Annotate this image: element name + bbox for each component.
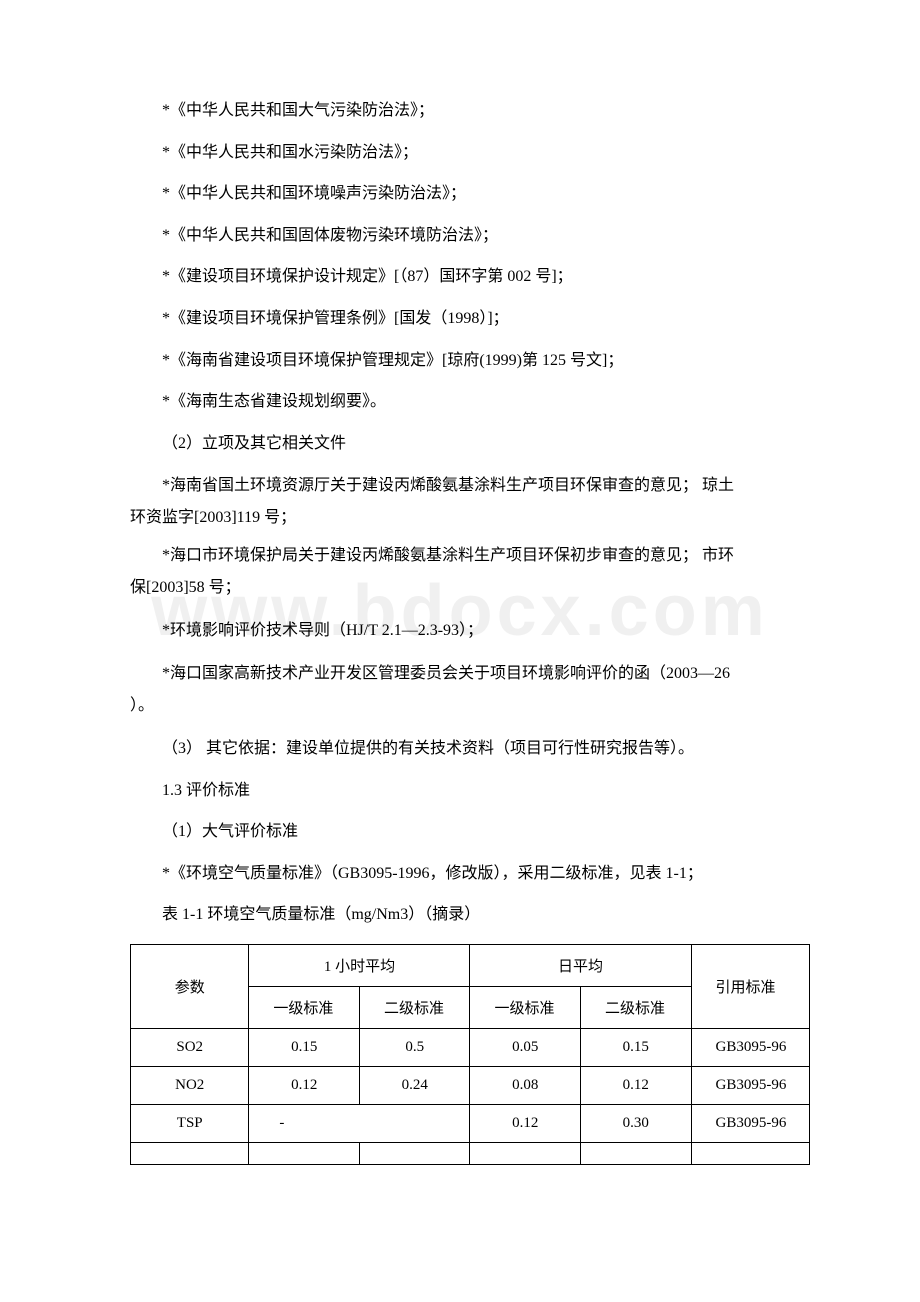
law-item-3: *《中华人民共和国环境噪声污染防治法》；: [130, 173, 810, 215]
table-row: SO2 0.15 0.5 0.05 0.15 GB3095-96: [131, 1028, 810, 1066]
section-1-3-heading: 1.3 评价标准: [130, 770, 810, 812]
header-hour-l2: 二级标准: [359, 986, 470, 1028]
paragraph-1-line1: *海南省国土环境资源厅关于建设丙烯酸氨基涂料生产项目环保审查的意见； 琼土: [130, 470, 810, 502]
section-3-heading: （3） 其它依据：建设单位提供的有关技术资料（项目可行性研究报告等）。: [130, 728, 810, 770]
cell-ref: GB3095-96: [691, 1028, 809, 1066]
cell-h1: 0.15: [249, 1028, 360, 1066]
empty-cell: [581, 1142, 692, 1164]
paragraph-2: *海口市环境保护局关于建设丙烯酸氨基涂料生产项目环保初步审查的意见； 市环 保[…: [130, 540, 810, 604]
table-caption: 表 1-1 环境空气质量标准（mg/Nm3）（摘录）: [130, 894, 810, 936]
section-2-heading: （2）立项及其它相关文件: [130, 423, 810, 465]
empty-cell: [131, 1142, 249, 1164]
header-day-avg: 日平均: [470, 944, 691, 986]
cell-ref: GB3095-96: [691, 1066, 809, 1104]
cell-d2: 0.30: [581, 1104, 692, 1142]
law-item-1: *《中华人民共和国大气污染防治法》；: [130, 90, 810, 132]
paragraph-3: *海口国家高新技术产业开发区管理委员会关于项目环境影响评价的函（2003—26 …: [130, 658, 810, 722]
header-param: 参数: [131, 944, 249, 1028]
law-item-8: *《海南生态省建设规划纲要》。: [130, 381, 810, 423]
header-day-l1: 一级标准: [470, 986, 581, 1028]
law-item-2: *《中华人民共和国水污染防治法》；: [130, 132, 810, 174]
guideline-item: *环境影响评价技术导则（HJ/T 2.1—2.3-93）；: [130, 610, 810, 652]
empty-cell: [359, 1142, 470, 1164]
air-standard-desc: *《环境空气质量标准》（GB3095-1996，修改版），采用二级标准，见表 1…: [130, 853, 810, 895]
air-standard-heading: （1）大气评价标准: [130, 811, 810, 853]
cell-d1: 0.12: [470, 1104, 581, 1142]
empty-cell: [470, 1142, 581, 1164]
cell-d1: 0.05: [470, 1028, 581, 1066]
cell-h1: -: [249, 1104, 470, 1142]
air-quality-table: 参数 1 小时平均 日平均 引用标准 一级标准 二级标准 一级标准 二级标准 S…: [130, 944, 810, 1165]
header-day-l2: 二级标准: [581, 986, 692, 1028]
table-empty-row: [131, 1142, 810, 1164]
table-header-row-1: 参数 1 小时平均 日平均 引用标准: [131, 944, 810, 986]
header-hour-avg: 1 小时平均: [249, 944, 470, 986]
cell-h1: 0.12: [249, 1066, 360, 1104]
cell-h2: 0.5: [359, 1028, 470, 1066]
paragraph-2-line2: 保[2003]58 号；: [130, 579, 241, 596]
cell-param: SO2: [131, 1028, 249, 1066]
cell-d1: 0.08: [470, 1066, 581, 1104]
paragraph-3-line2: ）。: [130, 697, 154, 714]
cell-h2: 0.24: [359, 1066, 470, 1104]
table-row: NO2 0.12 0.24 0.08 0.12 GB3095-96: [131, 1066, 810, 1104]
header-hour-l1: 一级标准: [249, 986, 360, 1028]
paragraph-1-line2: 环资监字[2003]119 号；: [130, 509, 296, 526]
law-item-7: *《海南省建设项目环境保护管理规定》[琼府(1999)第 125 号文]；: [130, 340, 810, 382]
empty-cell: [249, 1142, 360, 1164]
cell-param: NO2: [131, 1066, 249, 1104]
paragraph-3-line1: *海口国家高新技术产业开发区管理委员会关于项目环境影响评价的函（2003—26: [130, 658, 810, 690]
table-row: TSP - 0.12 0.30 GB3095-96: [131, 1104, 810, 1142]
empty-cell: [691, 1142, 809, 1164]
document-content: *《中华人民共和国大气污染防治法》； *《中华人民共和国水污染防治法》； *《中…: [130, 90, 810, 1165]
cell-d2: 0.12: [581, 1066, 692, 1104]
header-ref: 引用标准: [691, 944, 809, 1028]
law-item-5: *《建设项目环境保护设计规定》[（87）国环字第 002 号]；: [130, 256, 810, 298]
law-item-6: *《建设项目环境保护管理条例》[国发（1998）]；: [130, 298, 810, 340]
paragraph-2-line1: *海口市环境保护局关于建设丙烯酸氨基涂料生产项目环保初步审查的意见； 市环: [130, 540, 810, 572]
cell-param: TSP: [131, 1104, 249, 1142]
law-item-4: *《中华人民共和国固体废物污染环境防治法》；: [130, 215, 810, 257]
cell-ref: GB3095-96: [691, 1104, 809, 1142]
paragraph-1: *海南省国土环境资源厅关于建设丙烯酸氨基涂料生产项目环保审查的意见； 琼土 环资…: [130, 470, 810, 534]
cell-d2: 0.15: [581, 1028, 692, 1066]
